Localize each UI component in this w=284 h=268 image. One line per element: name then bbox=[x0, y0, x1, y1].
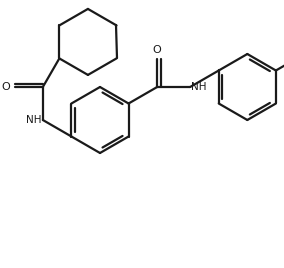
Text: NH: NH bbox=[191, 82, 207, 92]
Text: O: O bbox=[1, 82, 10, 92]
Text: O: O bbox=[153, 45, 162, 55]
Text: NH: NH bbox=[26, 115, 42, 125]
